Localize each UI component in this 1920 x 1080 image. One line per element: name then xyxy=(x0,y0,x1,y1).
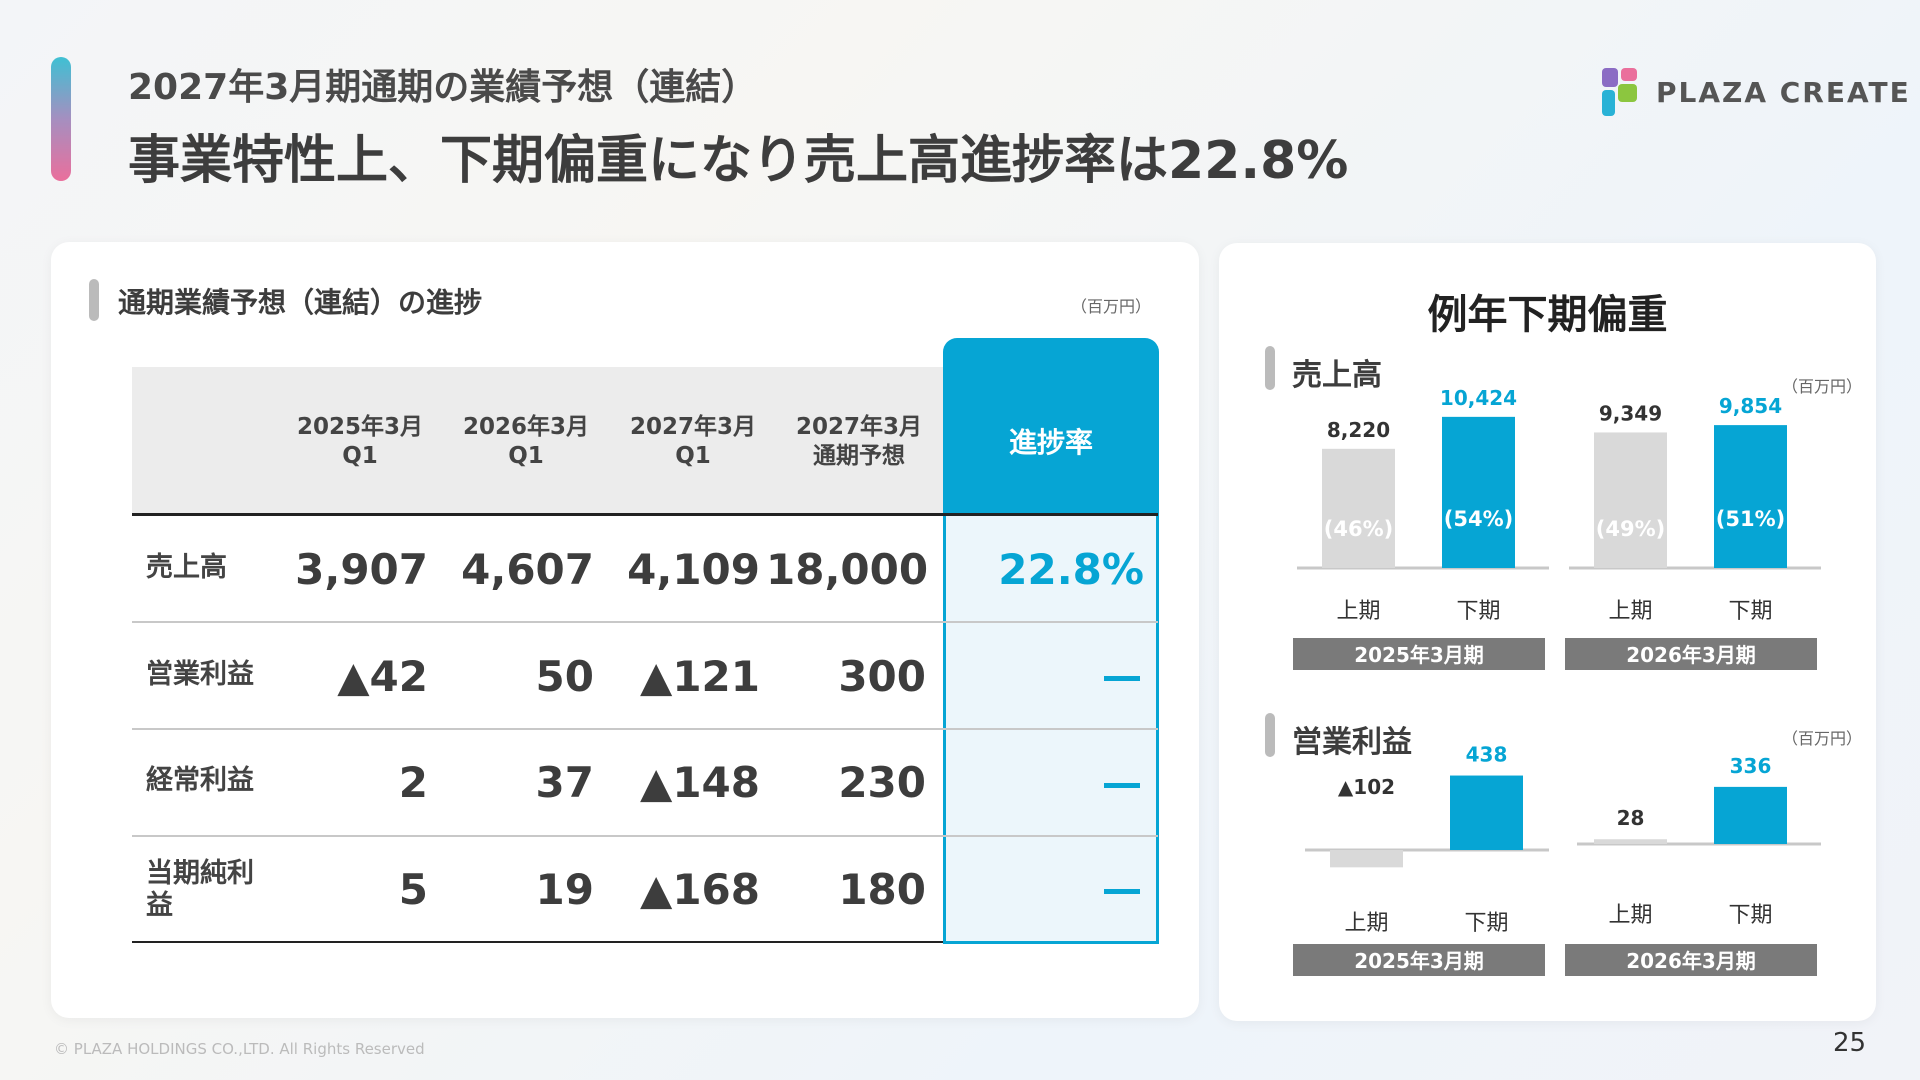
table-bottom-border xyxy=(132,941,943,943)
progress-column-header: 進捗率 xyxy=(943,338,1159,514)
progress-dash xyxy=(1104,783,1140,788)
table-cell: 19 xyxy=(535,865,594,914)
data-label: 10,424 xyxy=(1440,386,1517,410)
bar xyxy=(1442,416,1515,568)
progress-rate-value: 22.8% xyxy=(998,545,1144,594)
category-label: 下期 xyxy=(1728,599,1772,624)
logo-mark-icon xyxy=(1602,68,1640,116)
period-label: 2025年3月期 xyxy=(1354,643,1484,667)
share-label: (51%) xyxy=(1716,507,1785,531)
progress-dash xyxy=(1104,676,1140,681)
period-label-bg xyxy=(1565,944,1817,976)
table-header-row xyxy=(132,367,944,513)
logo-text: PLAZA CREATE xyxy=(1656,75,1911,109)
header-accent-bar xyxy=(51,57,71,181)
data-label: 28 xyxy=(1617,806,1645,830)
data-label: ▲102 xyxy=(1338,775,1395,799)
data-label: 9,349 xyxy=(1599,401,1662,425)
column-header: 2027年3月 通期予想 xyxy=(795,414,923,469)
trend-chart-card xyxy=(1219,243,1876,1021)
profit-chart-title: 営業利益 xyxy=(1292,725,1412,760)
share-label: (49%) xyxy=(1596,517,1665,541)
period-label: 2026年3月期 xyxy=(1626,949,1756,973)
page-subtitle: 2027年3月期通期の業績予想（連結） xyxy=(128,67,758,108)
progress-dash xyxy=(1104,889,1140,894)
row-divider xyxy=(132,835,1158,837)
copyright-text: © PLAZA HOLDINGS CO.,LTD. All Rights Res… xyxy=(54,1040,425,1058)
data-label: 8,220 xyxy=(1327,418,1390,442)
page-number: 25 xyxy=(1833,1028,1867,1058)
section-marker xyxy=(1265,346,1275,390)
table-cell: 5 xyxy=(398,865,428,914)
section-marker xyxy=(89,279,99,321)
bar xyxy=(1322,448,1395,568)
table-section-title: 通期業績予想（連結）の進捗 xyxy=(118,286,483,319)
table-cell: ▲121 xyxy=(640,652,760,701)
bar xyxy=(1714,786,1787,844)
column-header: 2026年3月 Q1 xyxy=(462,414,590,469)
column-header: 2025年3月 Q1 xyxy=(296,414,424,469)
table-header-divider xyxy=(132,513,1158,516)
bar xyxy=(1330,850,1403,868)
table-cell: 3,907 xyxy=(295,545,428,594)
category-label: 上期 xyxy=(1336,599,1380,624)
category-label: 上期 xyxy=(1344,911,1388,936)
table-cell: 4,607 xyxy=(461,545,594,594)
period-label-bg xyxy=(1293,638,1545,670)
category-label: 上期 xyxy=(1608,599,1652,624)
table-cell: 50 xyxy=(535,652,594,701)
bar xyxy=(1594,839,1667,844)
table-cell: 2 xyxy=(398,758,428,807)
table-cell: 37 xyxy=(535,758,594,807)
category-label: 下期 xyxy=(1728,903,1772,928)
period-label: 2025年3月期 xyxy=(1354,949,1484,973)
bar xyxy=(1450,775,1523,850)
row-divider xyxy=(132,728,1158,730)
page-title: 事業特性上、下期偏重になり売上高進捗率は22.8% xyxy=(128,131,1349,191)
data-label: 438 xyxy=(1466,743,1508,767)
table-unit-label: （百万円） xyxy=(1071,297,1152,316)
section-marker xyxy=(1265,713,1275,757)
period-label: 2026年3月期 xyxy=(1626,643,1756,667)
column-header: 2027年3月 Q1 xyxy=(629,414,757,469)
chart-panel-title: 例年下期偏重 xyxy=(1427,292,1668,338)
row-label: 経常利益 xyxy=(146,765,254,796)
category-label: 下期 xyxy=(1456,599,1500,624)
table-cell: 18,000 xyxy=(766,545,929,594)
row-divider xyxy=(132,621,1158,623)
bar xyxy=(1714,425,1787,568)
table-cell: ▲168 xyxy=(640,865,760,914)
row-label: 売上高 xyxy=(146,552,227,583)
period-label-bg xyxy=(1293,944,1545,976)
table-cell: 230 xyxy=(838,758,926,807)
profit-chart-unit: （百万円） xyxy=(1782,729,1863,748)
table-cell: 4,109 xyxy=(627,545,760,594)
company-logo: PLAZA CREATE xyxy=(1602,68,1911,116)
share-label: (54%) xyxy=(1444,507,1513,531)
sales-chart-unit: （百万円） xyxy=(1782,377,1863,396)
category-label: 下期 xyxy=(1464,911,1508,936)
table-cell: ▲148 xyxy=(640,758,760,807)
table-cell: 180 xyxy=(838,865,926,914)
share-label: (46%) xyxy=(1324,517,1393,541)
table-cell: 300 xyxy=(838,652,926,701)
period-label-bg xyxy=(1565,638,1817,670)
table-cell: ▲42 xyxy=(337,652,428,701)
bar xyxy=(1594,432,1667,568)
row-label: 営業利益 xyxy=(146,659,254,690)
data-label: 336 xyxy=(1730,754,1772,778)
data-label: 9,854 xyxy=(1719,394,1782,418)
row-label: 当期純利 益 xyxy=(146,858,254,921)
category-label: 上期 xyxy=(1608,903,1652,928)
sales-chart-title: 売上高 xyxy=(1292,358,1382,393)
